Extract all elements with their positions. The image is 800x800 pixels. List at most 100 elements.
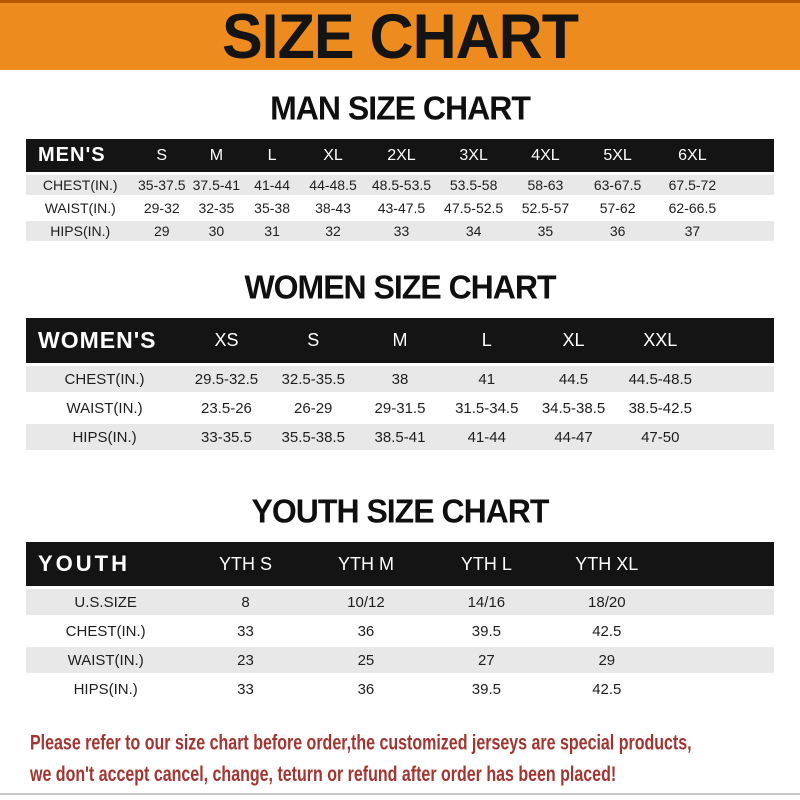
men-size-column-header: XL [300,139,366,174]
men-size-table: MEN'S S M L XL 2XL 3XL 4XL 5XL 6XL CHEST(IN.) 35-37… [26,139,774,241]
size-value-cell: 57-62 [580,195,655,220]
women-size-column-header: XXL [616,318,704,365]
size-value-cell: 32 [300,218,366,241]
size-value-cell: 37.5-41 [189,172,244,197]
women-size-column-header: M [356,318,444,365]
size-value-cell: 44-47 [530,421,617,450]
row-label: WAIST(IN.) [26,195,135,220]
size-value-cell: 33-35.5 [183,421,270,450]
size-value-cell: 10/12 [305,586,427,617]
row-label: HIPS(IN.) [26,218,135,241]
women-section-heading: WOMEN SIZE CHART [244,268,556,306]
row-spacer-cell [703,363,774,394]
men-header-row: MEN'S S M L XL 2XL 3XL 4XL 5XL 6XL [26,139,774,174]
size-value-cell: 53.5-58 [437,172,510,197]
youth-measure-row: WAIST(IN.) 23 25 27 29 [26,644,774,675]
youth-table-label: YOUTH [26,542,186,588]
size-value-cell: 38.5-42.5 [616,392,704,423]
size-value-cell: 39.5 [426,673,547,702]
size-value-cell: 29 [134,218,190,241]
row-label: WAIST(IN.) [26,392,184,423]
size-value-cell: 30 [189,218,244,241]
men-header-spacer [730,139,774,174]
youth-size-table: YOUTH YTH S YTH M YTH L YTH XL U.S.SIZE 8 10/12… [26,542,774,702]
size-value-cell: 43-47.5 [365,195,438,220]
youth-measure-row: U.S.SIZE 8 10/12 14/16 18/20 [26,586,774,617]
row-spacer-cell [667,644,774,675]
size-value-cell: 67.5-72 [654,172,731,197]
size-value-cell: 42.5 [546,673,667,702]
men-section-heading: MAN SIZE CHART [270,89,531,127]
size-chart-sections: MAN SIZE CHART MEN'S S M L XL 2XL 3XL 4XL 5XL 6XL C… [0,89,800,702]
size-value-cell: 34.5-38.5 [530,392,617,423]
row-label: WAIST(IN.) [26,644,186,675]
footer-note: Please refer to our size chart before or… [30,728,774,791]
row-label: HIPS(IN.) [26,421,184,450]
banner: SIZE CHART [0,0,800,70]
youth-measure-row: CHEST(IN.) 33 36 39.5 42.5 [26,615,774,646]
row-spacer-cell [730,195,774,220]
bottom-divider [0,793,800,795]
men-measure-row: WAIST(IN.) 29-32 32-35 35-38 38-43 43-47.5 47.… [26,195,774,220]
size-value-cell: 23.5-26 [183,392,270,423]
women-measure-row: CHEST(IN.) 29.5-32.5 32.5-35.5 38 41 44.5 44.5… [26,363,774,394]
size-value-cell: 32.5-35.5 [269,363,357,394]
row-spacer-cell [667,586,774,617]
youth-size-column-header: YTH M [305,542,427,588]
men-size-column-header: S [134,139,190,174]
women-size-column-header: L [443,318,531,365]
size-value-cell: 38 [356,363,444,394]
row-label: HIPS(IN.) [26,673,186,702]
size-value-cell: 44-48.5 [300,172,366,197]
size-value-cell: 14/16 [426,586,547,617]
women-size-column-header: S [269,318,357,365]
youth-header-spacer [667,542,774,588]
women-measure-row: HIPS(IN.) 33-35.5 35.5-38.5 38.5-41 41-44 44-… [26,421,774,450]
women-size-column-header: XS [183,318,270,365]
size-value-cell: 33 [365,218,438,241]
size-value-cell: 35-37.5 [134,172,190,197]
youth-measure-row: HIPS(IN.) 33 36 39.5 42.5 [26,673,774,702]
size-value-cell: 58-63 [509,172,581,197]
row-label: CHEST(IN.) [26,172,135,197]
size-value-cell: 26-29 [269,392,357,423]
youth-header-row: YOUTH YTH S YTH M YTH L YTH XL [26,542,774,588]
size-value-cell: 47-50 [616,421,704,450]
women-header-spacer [703,318,774,365]
row-label: CHEST(IN.) [26,363,184,394]
men-table-label: MEN'S [26,139,135,174]
size-value-cell: 36 [305,615,427,646]
row-spacer-cell [703,392,774,423]
size-value-cell: 25 [305,644,427,675]
size-value-cell: 39.5 [426,615,547,646]
size-value-cell: 41-44 [243,172,301,197]
size-value-cell: 52.5-57 [509,195,581,220]
men-size-column-header: 3XL [437,139,510,174]
size-value-cell: 36 [580,218,655,241]
men-size-column-header: M [189,139,244,174]
size-value-cell: 38-43 [300,195,366,220]
size-value-cell: 35 [509,218,581,241]
size-value-cell: 42.5 [546,615,667,646]
size-value-cell: 38.5-41 [356,421,444,450]
size-value-cell: 41 [443,363,531,394]
size-value-cell: 27 [426,644,547,675]
youth-size-column-header: YTH L [426,542,547,588]
size-value-cell: 33 [185,673,306,702]
youth-size-column-header: YTH XL [546,542,667,588]
row-spacer-cell [667,673,774,702]
note-line-2: we don't accept cancel, change, teturn o… [30,762,617,787]
men-size-column-header: L [243,139,301,174]
women-table-label: WOMEN'S [26,318,184,365]
size-value-cell: 34 [437,218,510,241]
size-value-cell: 35.5-38.5 [269,421,357,450]
row-label: CHEST(IN.) [26,615,186,646]
size-value-cell: 31 [243,218,301,241]
size-value-cell: 48.5-53.5 [365,172,438,197]
size-value-cell: 8 [185,586,306,617]
note-line-1: Please refer to our size chart before or… [30,731,692,755]
size-value-cell: 36 [305,673,427,702]
size-value-cell: 29.5-32.5 [183,363,270,394]
size-value-cell: 29 [546,644,667,675]
